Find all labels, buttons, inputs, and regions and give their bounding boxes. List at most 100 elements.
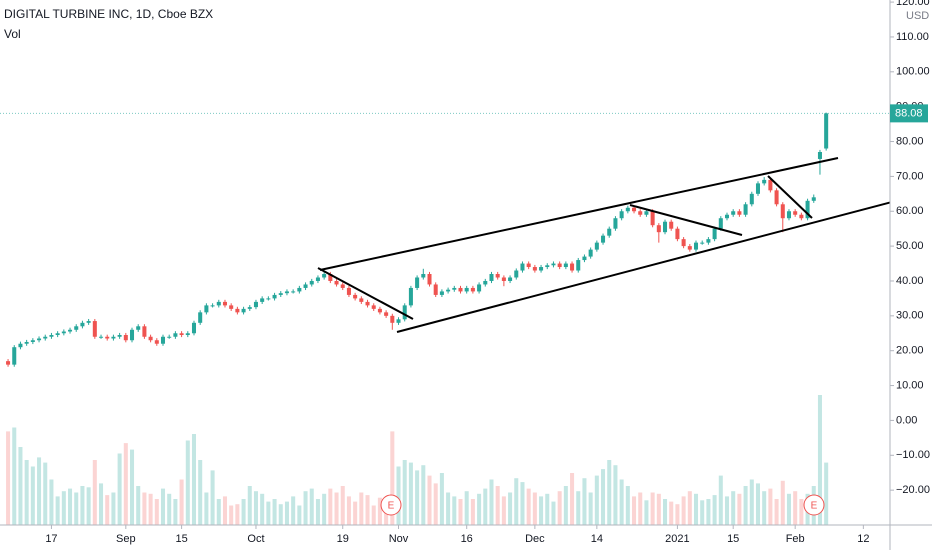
volume-bar	[30, 466, 35, 525]
candle-body	[402, 305, 407, 320]
volume-bar	[92, 460, 97, 525]
x-tick-label: 2021	[665, 533, 689, 545]
candle-body	[216, 301, 221, 306]
earnings-label[interactable]: E	[811, 501, 818, 512]
volume-bar	[185, 440, 190, 525]
candle-body	[625, 207, 630, 212]
candle-body	[439, 291, 444, 295]
candle-body	[433, 284, 438, 295]
volume-layer	[6, 395, 829, 525]
volume-bar	[483, 488, 488, 525]
volume-bar	[632, 496, 637, 525]
volume-bar	[260, 493, 265, 525]
x-tick-label: Nov	[389, 533, 409, 545]
volume-bar	[99, 483, 104, 525]
volume-bar	[687, 491, 692, 525]
earnings-label[interactable]: E	[388, 501, 395, 512]
volume-bar	[111, 492, 116, 525]
volume-bar	[117, 453, 122, 525]
candle-body	[607, 228, 612, 236]
volume-bar	[390, 431, 395, 525]
y-tick-label: −20.00	[896, 484, 930, 496]
candle-body	[762, 179, 767, 184]
volume-bar	[272, 499, 277, 525]
candle-body	[68, 329, 73, 332]
candle-body	[80, 322, 85, 327]
volume-bar	[334, 492, 339, 525]
candle-body	[229, 305, 234, 309]
volume-bar	[681, 496, 686, 525]
volume-bar	[724, 496, 730, 525]
candle-body	[396, 319, 401, 323]
candle-body	[656, 225, 661, 233]
candle-body	[377, 308, 382, 313]
candle-body	[353, 294, 358, 299]
candle-body	[148, 336, 153, 341]
candle-body	[49, 335, 54, 337]
volume-bar	[446, 492, 451, 525]
y-tick-label: 120.00	[896, 0, 930, 8]
volume-bar	[780, 480, 785, 525]
candle-body	[291, 291, 296, 293]
earnings-circle[interactable]	[380, 494, 402, 516]
volume-bar	[663, 499, 668, 525]
volume-bar	[613, 465, 618, 525]
earnings-marker[interactable]: E	[380, 494, 402, 516]
candle-body	[452, 287, 457, 290]
volume-bar	[247, 486, 252, 525]
candle-body	[278, 293, 283, 295]
y-tick-label: 60.00	[896, 205, 924, 217]
volume-bar	[439, 473, 444, 525]
y-tick-label: 100.00	[896, 66, 930, 78]
volume-bar	[526, 488, 531, 525]
candle-body	[613, 218, 618, 229]
candle-body	[365, 301, 370, 306]
candle-body	[346, 287, 351, 295]
candle-body	[322, 274, 327, 278]
candle-body	[160, 336, 166, 344]
volume-bar	[545, 493, 550, 525]
earnings-circle[interactable]	[803, 494, 825, 516]
candle-body	[638, 211, 643, 215]
candle-body	[30, 340, 35, 342]
volume-bar	[582, 478, 587, 525]
volume-bar	[551, 501, 556, 525]
volume-bar	[154, 499, 159, 525]
candle-body	[408, 287, 413, 306]
candle-body	[632, 207, 637, 212]
volume-bar	[303, 491, 308, 525]
volume-bar	[470, 499, 475, 525]
volume-bar	[762, 491, 767, 525]
volume-bar	[328, 488, 333, 525]
candle-body	[737, 211, 742, 215]
x-tick-label: 15	[175, 533, 187, 545]
candle-body	[204, 305, 209, 313]
candle-body	[260, 298, 265, 302]
candle-body	[371, 305, 376, 309]
candle-body	[458, 287, 463, 292]
candle-body	[284, 291, 289, 294]
candle-body	[594, 242, 599, 250]
candle-body	[185, 333, 190, 336]
candle-body	[743, 204, 748, 215]
volume-bar	[309, 488, 314, 525]
y-tick-label: 40.00	[896, 275, 924, 287]
volume-bar	[793, 491, 798, 525]
candle-body	[489, 274, 494, 281]
candle-body	[272, 294, 277, 299]
volume-bar	[669, 501, 674, 525]
candle-body	[477, 284, 482, 292]
candle-body	[786, 211, 791, 219]
volume-bar	[359, 492, 364, 525]
candle-body	[805, 200, 810, 219]
volume-bar	[508, 492, 513, 525]
x-tick-label: Sep	[116, 533, 136, 545]
candle-body	[650, 211, 655, 226]
earnings-marker[interactable]: E	[803, 494, 825, 516]
volume-bar	[365, 495, 370, 525]
candle-body	[222, 301, 227, 306]
volume-bar	[86, 487, 91, 525]
candle-body	[142, 326, 147, 337]
